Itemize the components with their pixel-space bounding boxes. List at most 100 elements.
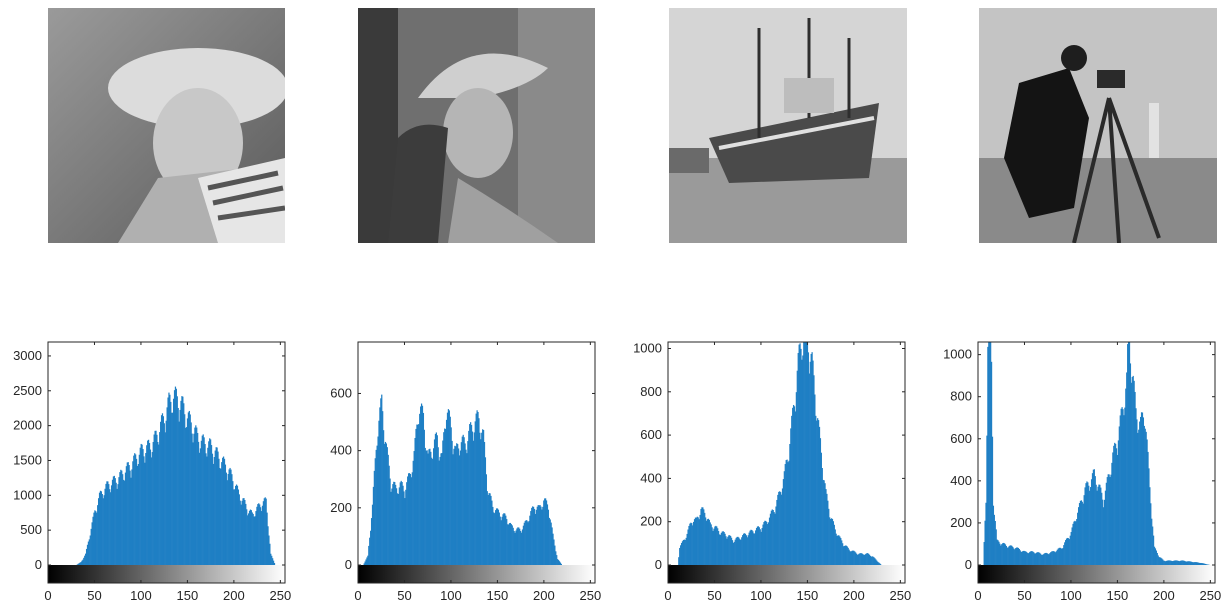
histogram-bar — [144, 462, 146, 565]
histogram-bar — [1021, 551, 1023, 565]
histogram-bar — [1052, 551, 1055, 565]
histogram-bar — [135, 458, 138, 565]
histogram-bar — [870, 556, 872, 565]
histogram-bar — [1012, 546, 1014, 565]
histogram-bar — [1136, 419, 1138, 565]
histogram-bar — [103, 495, 105, 565]
histogram-bar — [746, 537, 748, 565]
histogram-bar — [545, 500, 548, 565]
histogram-bar — [403, 491, 405, 565]
histogram-bar — [494, 513, 496, 565]
histogram-bar — [1118, 426, 1120, 565]
histogram-bar — [710, 524, 712, 565]
histogram-bar — [1124, 407, 1126, 565]
histogram-bar — [759, 529, 761, 565]
histogram-bar — [198, 452, 201, 565]
histogram-bar — [270, 553, 272, 565]
histogram-bar — [532, 506, 534, 565]
histogram-bar — [401, 482, 403, 565]
histogram-bar — [179, 409, 181, 565]
histogram-bar — [1040, 554, 1043, 565]
histogram-bar — [175, 388, 177, 565]
histogram-bar — [774, 513, 776, 565]
histogram-bar — [550, 522, 552, 565]
histogram-bar — [239, 500, 241, 565]
histogram-bar — [392, 484, 394, 565]
histogram-bar — [845, 545, 847, 565]
histogram-bar — [409, 474, 412, 565]
histogram-bar — [451, 440, 453, 565]
histogram-bar — [515, 530, 517, 565]
histogram-bar — [1089, 490, 1091, 565]
histogram-bar — [553, 539, 555, 565]
histogram-bar — [1071, 527, 1073, 565]
histogram-bar — [146, 445, 148, 565]
histogram-bar — [1091, 473, 1094, 565]
histogram-bar — [1035, 553, 1037, 565]
histogram-bar — [264, 497, 266, 565]
histogram-bar — [223, 458, 226, 565]
histogram-bar — [1188, 561, 1190, 565]
histogram-bar — [554, 545, 556, 565]
histogram-bar — [260, 507, 262, 565]
histogram-bar — [839, 536, 841, 565]
histogram-bar — [534, 513, 537, 565]
histogram-bar — [389, 478, 391, 565]
histogram-bar — [1203, 563, 1206, 565]
histogram-bar — [111, 479, 114, 565]
histogram-bar — [501, 516, 503, 565]
grayscale-colorbar — [48, 565, 285, 583]
histogram-bar — [995, 529, 997, 565]
histogram-bar — [245, 503, 247, 565]
histogram-bar — [246, 509, 248, 565]
photo-woman-with-hat — [48, 8, 285, 243]
histogram-bar — [790, 428, 792, 565]
histogram-bar — [84, 555, 86, 565]
histogram-bar — [1181, 560, 1183, 565]
histogram-bar — [391, 488, 393, 565]
histogram-bar — [1179, 560, 1182, 565]
bars — [363, 394, 562, 565]
histogram-bar — [76, 564, 78, 565]
axes-box — [47, 341, 286, 584]
histogram-bar — [757, 526, 760, 565]
histogram-bar — [783, 471, 785, 565]
histogram-bar — [1073, 521, 1075, 565]
histogram-bar — [1140, 412, 1143, 565]
histogram-bar — [205, 453, 207, 565]
histogram-bar — [795, 392, 797, 565]
histogram-bar — [740, 539, 742, 565]
histogram-bar — [792, 404, 795, 565]
histogram-bar — [395, 484, 397, 565]
histogram-bar — [835, 533, 837, 565]
histogram-bar — [1116, 454, 1119, 565]
histogram-bar — [837, 535, 839, 565]
histogram-bar — [1147, 451, 1149, 565]
histogram-bar — [780, 494, 783, 565]
histogram-bar — [778, 491, 780, 565]
histogram-bar — [481, 432, 483, 565]
histogram-bar — [1013, 548, 1015, 565]
histogram-bar — [1008, 546, 1010, 565]
histogram-bar — [214, 450, 216, 565]
histogram-bar — [241, 500, 243, 565]
histogram-bar — [751, 529, 753, 565]
histogram-bar — [713, 528, 715, 565]
histogram-bar — [112, 476, 115, 565]
x-tick-label: 0 — [974, 588, 981, 603]
histogram-bar — [551, 527, 553, 565]
y-tick-label: 200 — [640, 514, 662, 529]
histogram-bar — [187, 412, 190, 565]
histogram-bar — [1200, 562, 1202, 565]
histogram-bar — [1111, 462, 1113, 565]
histogram-bar — [530, 511, 532, 565]
histogram-bar — [1041, 554, 1044, 565]
histogram-bar — [1030, 551, 1032, 565]
histogram-bar — [385, 443, 387, 565]
histogram-bar — [678, 557, 680, 565]
histogram-bar — [206, 456, 208, 565]
histogram-bar — [182, 396, 184, 565]
histogram-bar — [825, 489, 827, 565]
histogram-bar — [122, 479, 125, 565]
x-tick-label: 200 — [223, 588, 245, 603]
